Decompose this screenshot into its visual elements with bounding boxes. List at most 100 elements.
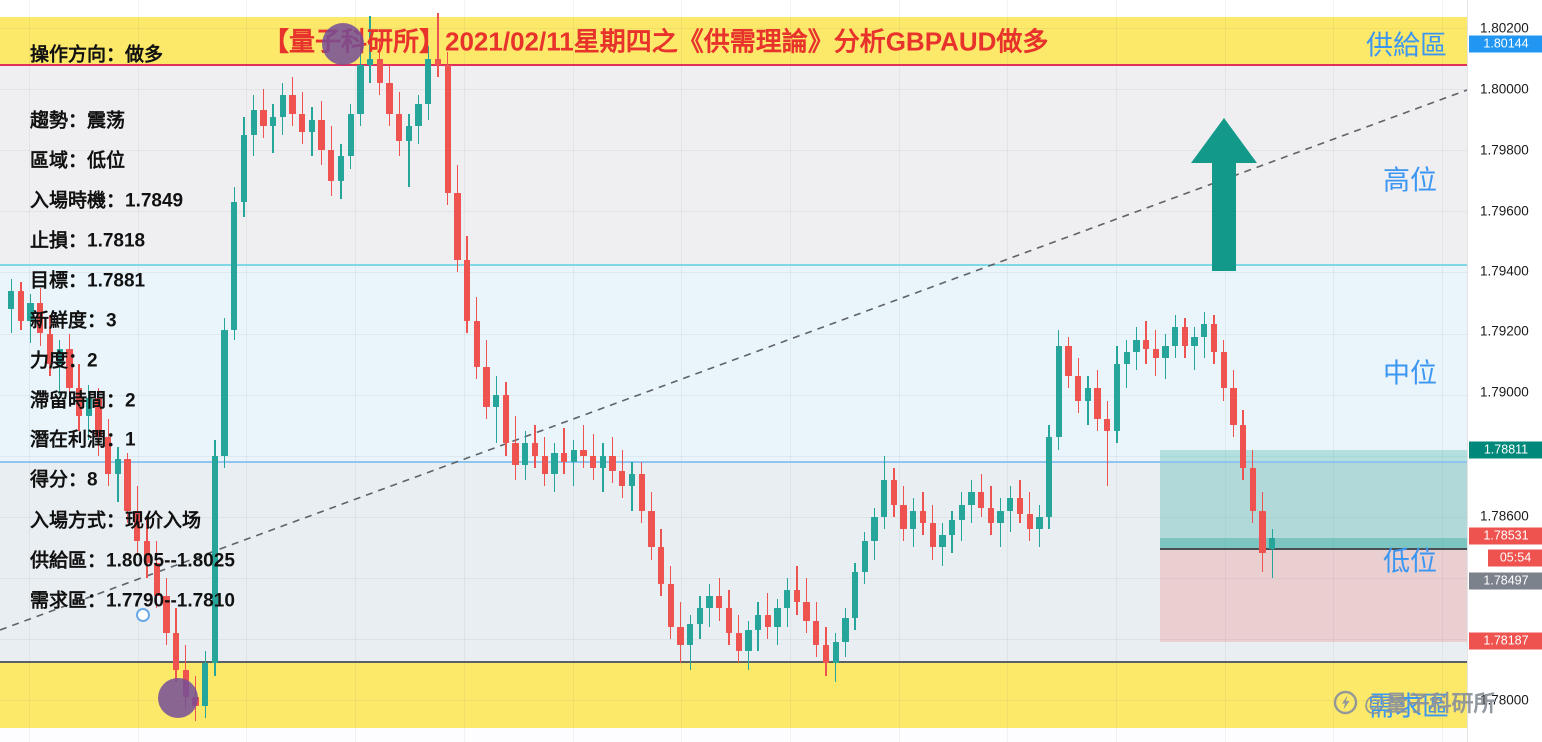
price-tick: 1.79600 <box>1480 203 1529 219</box>
watermark-text: @量子科研所 <box>1364 691 1496 716</box>
candle-down <box>764 614 771 627</box>
gridline-vertical <box>681 0 683 742</box>
gridline-vertical <box>789 0 791 742</box>
gridline-vertical <box>246 0 248 742</box>
candle-down <box>638 474 645 511</box>
background-band <box>0 662 1467 728</box>
annotation-line-10: 得分：8 <box>30 469 98 491</box>
candle-up <box>1113 364 1121 432</box>
candle-wick <box>573 440 575 487</box>
candle-up <box>851 571 859 618</box>
candle-down <box>153 562 160 597</box>
candle-wick <box>1106 400 1108 487</box>
candle-up <box>861 541 868 572</box>
gridline-vertical <box>1333 0 1335 742</box>
candle-up <box>202 663 209 707</box>
gridline-horizontal <box>0 516 1467 518</box>
demand-box-pink <box>1160 549 1467 642</box>
candle-down <box>46 333 54 365</box>
candle-wick <box>272 104 274 154</box>
candle-up <box>1201 324 1208 337</box>
candle-up <box>832 642 839 664</box>
candle-wick <box>117 446 119 502</box>
candle-up <box>1084 388 1092 401</box>
candle-wick <box>1193 327 1196 371</box>
page-title: 【量子科研所】2021/02/11星期四之《供需理論》分析GBPAUD做多 <box>263 26 1049 57</box>
candle-down <box>299 113 306 132</box>
candle-up <box>1123 351 1130 365</box>
annotation-line-12: 供給區：1.8005--1.8025 <box>30 550 235 572</box>
candle-wick <box>1126 339 1128 389</box>
candle-down <box>1075 376 1082 401</box>
high-mid-boundary <box>0 264 1467 266</box>
candle-up <box>493 394 500 407</box>
candle-wick <box>369 15 371 83</box>
candle-down <box>1094 388 1101 420</box>
zone-label-mid: 中位 <box>1383 358 1437 389</box>
demand-box-bottom <box>1160 548 1467 550</box>
candle-down <box>454 192 461 261</box>
gridline-horizontal <box>0 28 1467 29</box>
price-tick: 1.78000 <box>1480 692 1529 708</box>
candle-down <box>172 632 180 670</box>
candle-up <box>211 455 219 664</box>
watermark: @量子科研所 <box>1333 686 1495 718</box>
candle-down <box>66 348 73 389</box>
gridline-horizontal <box>0 89 1467 91</box>
candle-down <box>1259 510 1266 554</box>
candle-up <box>56 348 63 365</box>
up-arrow <box>1191 118 1257 271</box>
candle-up <box>1045 437 1053 517</box>
candle-up <box>1191 336 1198 346</box>
annotation-line-5: 目標：1.7881 <box>30 270 146 292</box>
annotation-line-11: 入場方式：现价入场 <box>30 510 202 532</box>
candle-down <box>37 302 44 334</box>
gridline-vertical <box>29 0 30 742</box>
candle-up <box>687 623 694 646</box>
candle-up <box>114 458 122 475</box>
candle-down <box>444 64 451 193</box>
gridline-horizontal <box>0 211 1467 213</box>
candle-down <box>134 510 141 542</box>
price-badge-1-78531: 1.78531 <box>1469 527 1542 545</box>
candle-up <box>910 510 917 530</box>
target-line <box>0 461 1467 463</box>
gridline-horizontal <box>0 150 1467 152</box>
candle-down <box>75 388 83 416</box>
candle-down <box>900 504 907 530</box>
candle-down <box>1026 513 1033 529</box>
candle-down <box>376 58 383 83</box>
purple-highlight-circle <box>158 678 198 718</box>
candle-wick <box>602 443 604 493</box>
price-tick: 1.80000 <box>1480 81 1529 97</box>
chart-canvas[interactable]: 供給區 高位 中位 低位 需求區 操作方向：做多 趨勢：震荡 區域：低位 入場時機：1.784… <box>0 0 1467 742</box>
price-tick: 1.80200 <box>1480 20 1529 36</box>
candle-up <box>754 614 762 630</box>
price-axis[interactable]: 1.80200 1.80000 1.79800 1.79600 1.79400 1.792… <box>1467 0 1542 742</box>
candle-down <box>609 455 616 471</box>
candle-wick <box>582 425 585 468</box>
candle-down <box>95 397 102 438</box>
candle-down <box>1230 388 1237 426</box>
candle-wick <box>631 461 633 511</box>
gridline-horizontal <box>0 577 1467 579</box>
candle-down <box>793 590 801 603</box>
candle-up <box>357 64 364 114</box>
candle-down <box>163 596 170 633</box>
annotation-line-6: 新鮮度：3 <box>30 310 117 332</box>
candle-up <box>240 134 248 203</box>
candle-wick <box>311 107 313 157</box>
price-badge-1-80144: 1.80144 <box>1469 35 1542 53</box>
demand-box-teal-strip <box>1160 538 1467 549</box>
annotation-line-4: 止損：1.7818 <box>30 230 146 252</box>
candle-down <box>1220 351 1227 389</box>
candle-up <box>706 596 713 609</box>
candle-wick <box>563 428 565 475</box>
gridline-horizontal <box>0 639 1467 640</box>
candle-up <box>628 474 636 487</box>
candle-up <box>871 516 878 542</box>
candle-down <box>396 113 403 142</box>
candle-up <box>1036 516 1043 530</box>
zone-label-low: 低位 <box>1383 546 1437 577</box>
candle-down <box>143 541 151 563</box>
